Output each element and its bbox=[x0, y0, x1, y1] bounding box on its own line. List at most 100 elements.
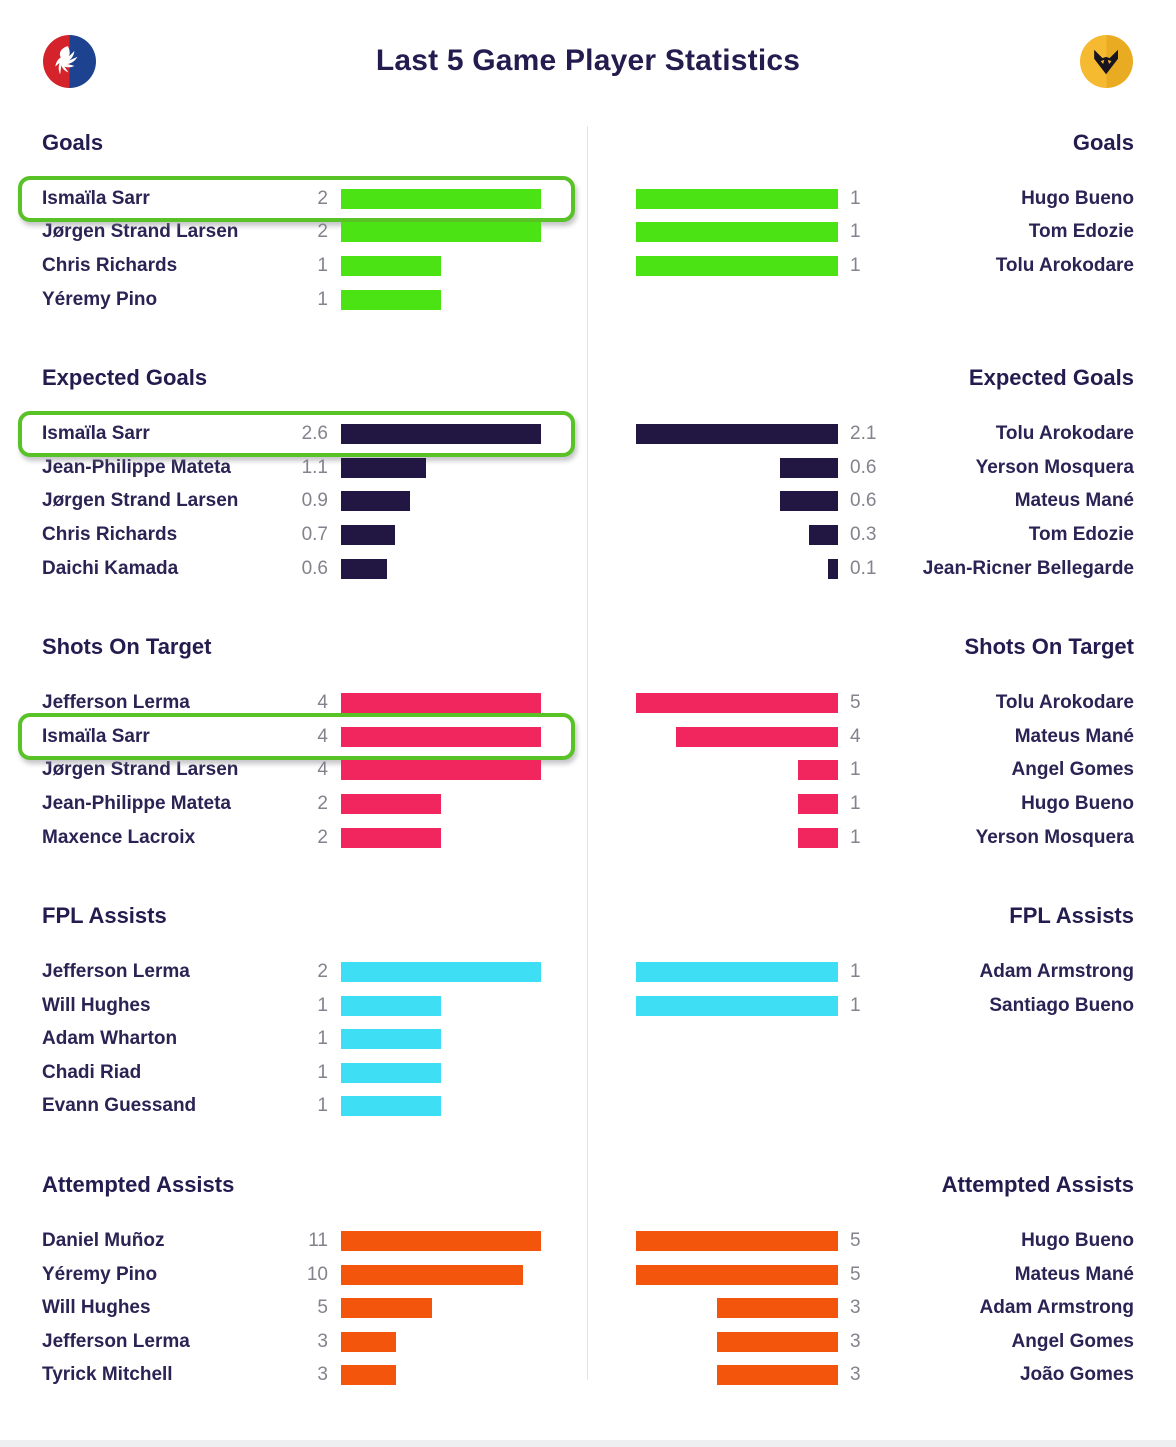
team-column-right: Shots On Target 5 Tolu Arokodare 4 Mateus Ma… bbox=[588, 635, 1176, 854]
page-header: Last 5 Game Player Statistics bbox=[0, 0, 1176, 122]
stat-bar bbox=[341, 289, 441, 310]
player-row: 5 Tolu Arokodare bbox=[636, 686, 1134, 720]
bar-field bbox=[636, 222, 838, 243]
player-row: 1 Adam Armstrong bbox=[636, 955, 1134, 989]
team-column-right: Goals 1 Hugo Bueno 1 Tom Edozie 1 Tolu Arokoda… bbox=[588, 131, 1176, 316]
stat-value: 0.1 bbox=[850, 557, 877, 579]
player-row: 3 Angel Gomes bbox=[636, 1325, 1134, 1359]
bar-field bbox=[636, 827, 838, 848]
player-row: Chadi Riad 1 bbox=[42, 1056, 541, 1090]
stat-value: 1 bbox=[850, 254, 861, 276]
player-row: Yéremy Pino 10 bbox=[42, 1258, 541, 1292]
player-row: 5 Hugo Bueno bbox=[636, 1224, 1134, 1258]
stat-value: 1.1 bbox=[301, 456, 328, 478]
player-row: Chris Richards 1 bbox=[42, 249, 541, 283]
team-column-left: FPL Assists Jefferson Lerma 2 Will Hughes 1 A… bbox=[0, 904, 588, 1123]
stat-bar bbox=[636, 962, 838, 983]
stat-bar bbox=[341, 1029, 441, 1050]
stat-value: 2 bbox=[317, 826, 328, 848]
stat-value: 3 bbox=[850, 1330, 861, 1352]
bar-field bbox=[636, 995, 838, 1016]
team-column-left: Goals Ismaïla Sarr 2 Jørgen Strand Larsen 2 C… bbox=[0, 131, 588, 316]
stat-bar bbox=[341, 457, 426, 478]
stat-value: 3 bbox=[850, 1364, 861, 1386]
player-name: Adam Armstrong bbox=[979, 961, 1134, 983]
stat-value: 0.6 bbox=[850, 456, 877, 478]
bar-field bbox=[341, 188, 541, 209]
player-name: Adam Armstrong bbox=[979, 1297, 1134, 1319]
wolves-logo-icon bbox=[1080, 35, 1133, 88]
bar-field bbox=[341, 222, 541, 243]
bar-field bbox=[341, 255, 541, 276]
player-row: 0.1 Jean-Ricner Bellegarde bbox=[636, 552, 1134, 586]
stat-bar bbox=[780, 457, 838, 478]
section-title: Shots On Target bbox=[42, 634, 212, 660]
stat-bar bbox=[341, 558, 388, 579]
bar-field bbox=[341, 693, 541, 714]
player-name: Ismaïla Sarr bbox=[42, 423, 150, 445]
stat-value: 1 bbox=[850, 221, 861, 243]
stat-bar bbox=[341, 1298, 432, 1319]
bar-field bbox=[341, 962, 541, 983]
stat-value: 3 bbox=[317, 1330, 328, 1352]
bar-field bbox=[341, 726, 541, 747]
player-name: Tolu Arokodare bbox=[995, 254, 1134, 276]
stat-value: 0.6 bbox=[301, 557, 328, 579]
stat-bar bbox=[341, 424, 541, 445]
player-name: Angel Gomes bbox=[1011, 1330, 1134, 1352]
player-name: Tyrick Mitchell bbox=[42, 1364, 173, 1386]
stat-value: 1 bbox=[317, 254, 328, 276]
player-name: Jørgen Strand Larsen bbox=[42, 490, 239, 512]
section-title: Expected Goals bbox=[968, 365, 1134, 391]
player-name: João Gomes bbox=[1019, 1364, 1134, 1386]
stat-value: 2.1 bbox=[850, 423, 877, 445]
player-name: Jefferson Lerma bbox=[42, 961, 190, 983]
section-title: FPL Assists bbox=[1009, 903, 1134, 929]
player-row: Adam Wharton 1 bbox=[42, 1023, 541, 1057]
bar-field bbox=[636, 188, 838, 209]
stat-bar bbox=[636, 255, 838, 276]
bar-field bbox=[636, 1264, 838, 1285]
bar-field bbox=[636, 760, 838, 781]
team-column-right: Expected Goals 2.1 Tolu Arokodare 0.6 Yerson… bbox=[588, 366, 1176, 585]
player-name: Ismaïla Sarr bbox=[42, 725, 150, 747]
stat-value: 1 bbox=[850, 994, 861, 1016]
stat-section: Attempted Assists Daniel Muñoz 11 Yéremy Pi… bbox=[0, 1173, 1176, 1392]
player-row: Will Hughes 1 bbox=[42, 989, 541, 1023]
stat-bar bbox=[341, 524, 395, 545]
bar-field bbox=[341, 1331, 541, 1352]
player-row: Evann Guessand 1 bbox=[42, 1090, 541, 1124]
player-row: 1 Hugo Bueno bbox=[636, 787, 1134, 821]
player-row: 0.3 Tom Edozie bbox=[636, 518, 1134, 552]
player-row: Jean-Philippe Mateta 2 bbox=[42, 787, 541, 821]
stat-bar bbox=[341, 188, 541, 209]
stat-value: 1 bbox=[850, 187, 861, 209]
player-name: Jefferson Lerma bbox=[42, 1330, 190, 1352]
stat-value: 1 bbox=[317, 1061, 328, 1083]
player-name: Daichi Kamada bbox=[42, 557, 179, 579]
player-name: Chris Richards bbox=[42, 523, 178, 545]
player-row: Jørgen Strand Larsen 0.9 bbox=[42, 485, 541, 519]
stat-value: 1 bbox=[850, 826, 861, 848]
section-title: Attempted Assists bbox=[42, 1172, 235, 1198]
player-name: Yerson Mosquera bbox=[975, 826, 1134, 848]
player-row: Daniel Muñoz 11 bbox=[42, 1224, 541, 1258]
stat-bar bbox=[341, 1264, 523, 1285]
stat-bar bbox=[636, 693, 838, 714]
player-row-highlighted: Ismaïla Sarr 2 bbox=[18, 175, 575, 222]
player-name: Jean-Philippe Mateta bbox=[42, 456, 231, 478]
page-title: Last 5 Game Player Statistics bbox=[375, 44, 801, 77]
section-title: Shots On Target bbox=[964, 634, 1135, 660]
bar-field bbox=[636, 558, 838, 579]
bar-field bbox=[341, 1096, 541, 1117]
team-column-right: Attempted Assists 5 Hugo Bueno 5 Mateus Mané… bbox=[588, 1173, 1176, 1392]
player-row: 4 Mateus Mané bbox=[636, 720, 1134, 754]
player-name: Mateus Mané bbox=[1014, 725, 1134, 747]
player-row: Will Hughes 5 bbox=[42, 1291, 541, 1325]
bar-field bbox=[636, 793, 838, 814]
player-name: Ismaïla Sarr bbox=[42, 187, 150, 209]
bar-field bbox=[341, 760, 541, 781]
player-row-highlighted: Ismaïla Sarr 4 bbox=[18, 713, 575, 760]
stat-section: Shots On Target Jefferson Lerma 4 Ismaïla S… bbox=[0, 635, 1176, 854]
player-name: Will Hughes bbox=[42, 1297, 151, 1319]
